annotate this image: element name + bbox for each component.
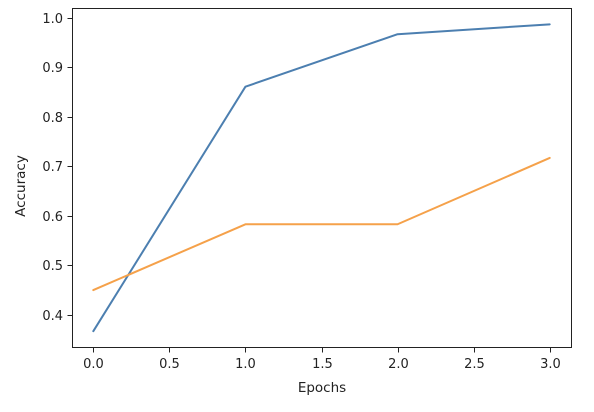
y-tick-label: 0.6 xyxy=(42,210,63,225)
series-line-2 xyxy=(92,156,551,292)
x-tick-label: 2.0 xyxy=(388,357,409,372)
y-tick-label: 0.4 xyxy=(42,309,63,324)
x-tick-label: 1.5 xyxy=(312,357,333,372)
y-tick-label: 0.9 xyxy=(42,61,63,76)
y-tick-label: 0.8 xyxy=(42,111,63,126)
y-tick-label: 0.7 xyxy=(42,160,63,175)
series-layer xyxy=(92,23,551,333)
y-axis-label: Accuracy xyxy=(13,155,29,217)
x-tick-label: 1.0 xyxy=(235,357,256,372)
x-tick-label: 0.0 xyxy=(83,357,104,372)
x-tick-label: 3.0 xyxy=(540,357,561,372)
x-axis-label: Epochs xyxy=(298,380,346,396)
y-tick-label: 1.0 xyxy=(42,12,63,27)
axes-layer: 0.0 0.5 1.0 1.5 2.0 2.5 3.0 0.4 0.5 0.6 0.7 0.8 0.9 1… xyxy=(42,8,572,372)
y-tick-label: 0.5 xyxy=(42,259,63,274)
x-tick-label: 0.5 xyxy=(159,357,180,372)
x-tick-label: 2.5 xyxy=(464,357,485,372)
series-line-1 xyxy=(92,23,551,333)
